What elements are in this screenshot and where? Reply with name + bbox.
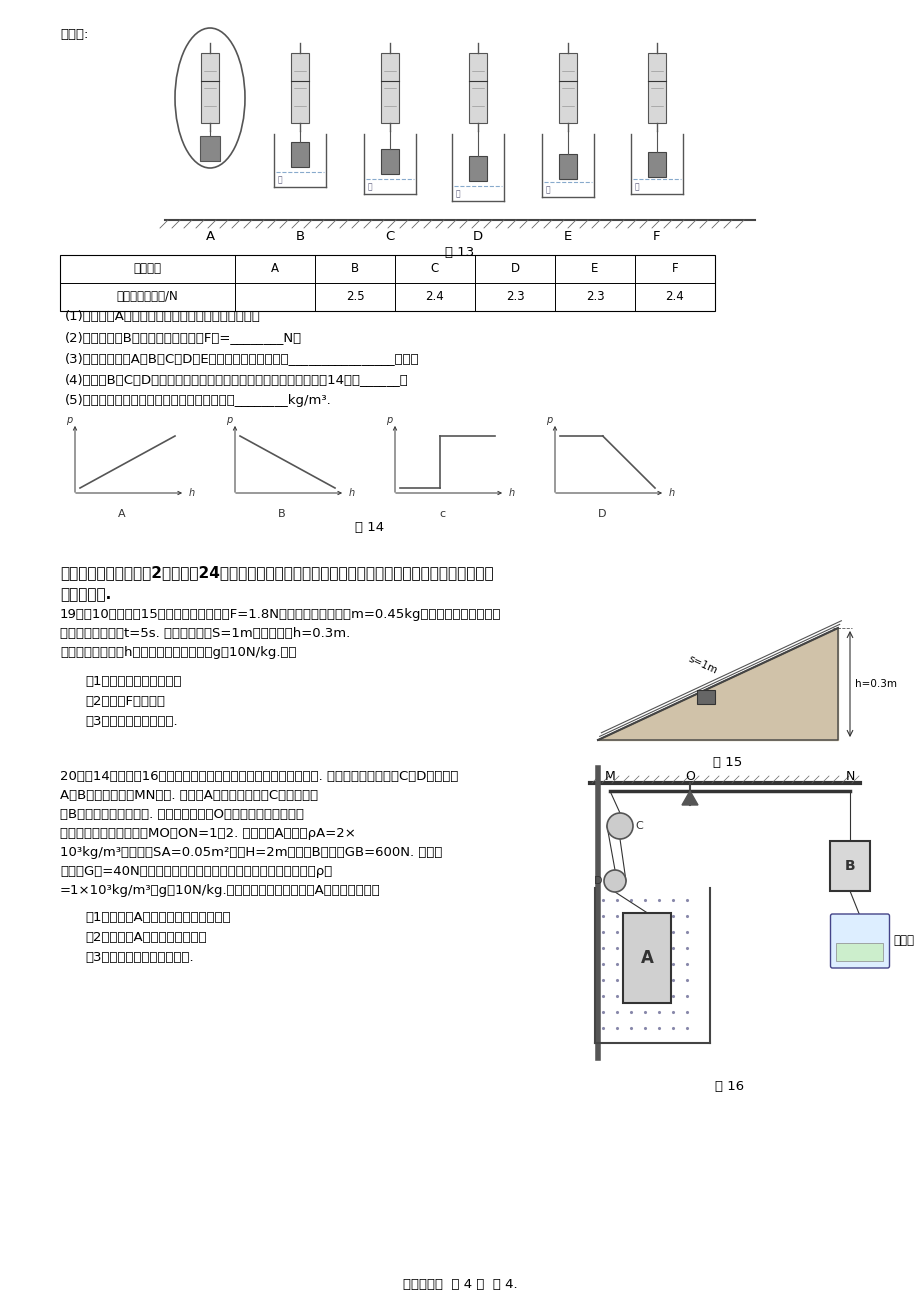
Text: C: C <box>385 230 394 243</box>
Bar <box>647 152 665 177</box>
Text: 图 14: 图 14 <box>355 521 384 534</box>
Text: O: O <box>685 769 694 783</box>
Bar <box>290 53 309 122</box>
Text: h: h <box>508 488 515 497</box>
Text: E: E <box>591 263 598 276</box>
Text: 20．（14分）如图16所示是利用电子秤显示水库水位装置的示意图. 该装置主要由动滑轮C、D，圆柱体: 20．（14分）如图16所示是利用电子秤显示水库水位装置的示意图. 该装置主要由… <box>60 769 458 783</box>
Text: M: M <box>604 769 615 783</box>
Text: p: p <box>545 415 551 424</box>
Polygon shape <box>597 628 837 740</box>
FancyBboxPatch shape <box>830 914 889 967</box>
Text: 2.5: 2.5 <box>346 290 364 303</box>
Text: （3）此时电子秤的示数大小.: （3）此时电子秤的示数大小. <box>85 950 193 963</box>
Text: （1）该物体所受的重力；: （1）该物体所受的重力； <box>85 674 181 687</box>
Text: （2）拉力F的功率；: （2）拉力F的功率； <box>85 695 165 708</box>
Text: p: p <box>66 415 72 424</box>
Text: D: D <box>472 230 482 243</box>
Text: h: h <box>348 488 355 497</box>
Text: 图 15: 图 15 <box>712 756 742 769</box>
Polygon shape <box>681 792 698 805</box>
Text: F: F <box>652 230 660 243</box>
Text: h=0.3m: h=0.3m <box>854 680 896 689</box>
Bar <box>60 255 714 311</box>
Text: （1）圆柱体A底部受到水的压强大小；: （1）圆柱体A底部受到水的压强大小； <box>85 911 231 924</box>
Text: (3)分析实验步骤A、B、C、D、E，可以说明浮力大小跟________________有关；: (3)分析实验步骤A、B、C、D、E，可以说明浮力大小跟____________… <box>65 352 419 365</box>
Bar <box>647 53 665 122</box>
Text: A: A <box>205 230 214 243</box>
Text: p: p <box>226 415 232 424</box>
Bar <box>380 53 399 122</box>
Text: D: D <box>597 509 606 519</box>
Text: 下表中:: 下表中: <box>60 29 88 40</box>
Text: 八年级物理  第 4 页  共 4.: 八年级物理 第 4 页 共 4. <box>403 1279 516 1292</box>
Bar <box>469 156 486 181</box>
Text: （把重物直接提升h所做的功为有用功），g取10N/kg.求：: （把重物直接提升h所做的功为有用功），g取10N/kg.求： <box>60 646 296 659</box>
Text: (5)小张用表格中的数据算出了该液体的密度是________kg/m³.: (5)小张用表格中的数据算出了该液体的密度是________kg/m³. <box>65 395 332 408</box>
Bar <box>200 53 219 122</box>
Bar <box>835 943 882 961</box>
Text: A: A <box>641 949 653 967</box>
Bar <box>199 135 220 161</box>
Bar <box>380 148 399 174</box>
Bar <box>290 142 309 167</box>
Text: 水: 水 <box>368 182 372 191</box>
Text: 水: 水 <box>456 189 460 198</box>
Text: B: B <box>844 859 855 874</box>
Text: 19．（10分）如图15所示，用沿斜面向上F=1.8N的拉力，将一个质量m=0.45kg的物体，从底端匀速拉: 19．（10分）如图15所示，用沿斜面向上F=1.8N的拉力，将一个质量m=0.… <box>60 608 501 621</box>
Text: （2）圆柱体A所受的拉力大小；: （2）圆柱体A所受的拉力大小； <box>85 931 207 944</box>
Text: E: E <box>563 230 572 243</box>
Text: =1×10³kg/m³，g取10N/kg.当水位上升刚好到圆柱体A的顶部时，求：: =1×10³kg/m³，g取10N/kg.当水位上升刚好到圆柱体A的顶部时，求： <box>60 884 380 897</box>
Bar <box>829 841 869 891</box>
Text: 水: 水 <box>545 185 550 194</box>
Text: B: B <box>295 230 304 243</box>
Text: 五、计算与解答题（共2小题，共24分），要求写出必要的文字说明和重要的演算步骤，只写出最后答案: 五、计算与解答题（共2小题，共24分），要求写出必要的文字说明和重要的演算步骤，… <box>60 565 494 579</box>
Text: 2.3: 2.3 <box>585 290 604 303</box>
Text: 水: 水 <box>278 174 282 184</box>
Text: 始终在水平位置平衡，且MO：ON=1：2. 已知物块A的密度ρA=2×: 始终在水平位置平衡，且MO：ON=1：2. 已知物块A的密度ρA=2× <box>60 827 356 840</box>
Text: 电子秤: 电子秤 <box>892 935 913 948</box>
Text: C: C <box>634 822 642 831</box>
Text: p: p <box>385 415 391 424</box>
Text: 图 16: 图 16 <box>715 1079 743 1092</box>
Bar <box>469 53 486 122</box>
Text: D: D <box>510 263 519 276</box>
Text: s=1m: s=1m <box>686 654 719 676</box>
Text: 体B通过细绳与杠杆相连. 杠杆可以绕支点O在竖直平面内转动杠杆: 体B通过细绳与杠杆相连. 杠杆可以绕支点O在竖直平面内转动杠杆 <box>60 809 303 822</box>
Text: (1)请将步骤A中所示弹簧测力计的示数填在表格中；: (1)请将步骤A中所示弹簧测力计的示数填在表格中； <box>65 310 261 323</box>
Text: A: A <box>118 509 126 519</box>
Text: C: C <box>430 263 438 276</box>
Bar <box>697 690 714 703</box>
Text: 到顶端，所用时间t=5s. 已知斜面长度S=1m，斜面高度h=0.3m.: 到顶端，所用时间t=5s. 已知斜面长度S=1m，斜面高度h=0.3m. <box>60 628 350 641</box>
Text: A、B以及轻质杠杆MN组成. 圆柱体A通过细绳与滑轮C相连，圆柱: A、B以及轻质杠杆MN组成. 圆柱体A通过细绳与滑轮C相连，圆柱 <box>60 789 318 802</box>
Text: A: A <box>271 263 278 276</box>
Text: c: c <box>438 509 445 519</box>
Text: h: h <box>668 488 675 497</box>
Text: h: h <box>188 488 195 497</box>
Text: (2)在实验步骤B中，圆柱体所受浮力F浮=________N；: (2)在实验步骤B中，圆柱体所受浮力F浮=________N； <box>65 331 301 344</box>
Text: B: B <box>350 263 358 276</box>
Text: 水: 水 <box>634 182 639 191</box>
Text: 2.3: 2.3 <box>505 290 524 303</box>
Bar <box>623 913 671 1003</box>
Text: (4)在步骤B、C、D中，圆柱体下表面受到水的压强与深度的关系是图14中的______；: (4)在步骤B、C、D中，圆柱体下表面受到水的压强与深度的关系是图14中的___… <box>65 372 408 385</box>
Text: （3）此斜面的机械效率.: （3）此斜面的机械效率. <box>85 715 177 728</box>
Bar <box>559 53 576 122</box>
Text: D: D <box>593 876 601 885</box>
Text: 10³kg/m³，底面积SA=0.05m²，高H=2m，物块B的重力GB=600N. 每个动: 10³kg/m³，底面积SA=0.05m²，高H=2m，物块B的重力GB=600… <box>60 846 442 859</box>
Text: 2.4: 2.4 <box>425 290 444 303</box>
Text: 弹簧测力计示数/N: 弹簧测力计示数/N <box>117 290 178 303</box>
Text: F: F <box>671 263 677 276</box>
Circle shape <box>604 870 625 892</box>
Text: N: N <box>845 769 854 783</box>
Circle shape <box>607 812 632 838</box>
Text: B: B <box>278 509 286 519</box>
Bar <box>559 154 576 178</box>
Text: 滑轮重G动=40N，滑轮与转轴的摩擦杠杆与轴的摩擦均忽略不计，ρ水: 滑轮重G动=40N，滑轮与转轴的摩擦杠杆与轴的摩擦均忽略不计，ρ水 <box>60 865 332 878</box>
Text: 2.4: 2.4 <box>665 290 684 303</box>
Text: 的不能得分.: 的不能得分. <box>60 587 111 602</box>
Text: 实验步骤: 实验步骤 <box>133 263 162 276</box>
Text: 图 13: 图 13 <box>445 246 474 259</box>
